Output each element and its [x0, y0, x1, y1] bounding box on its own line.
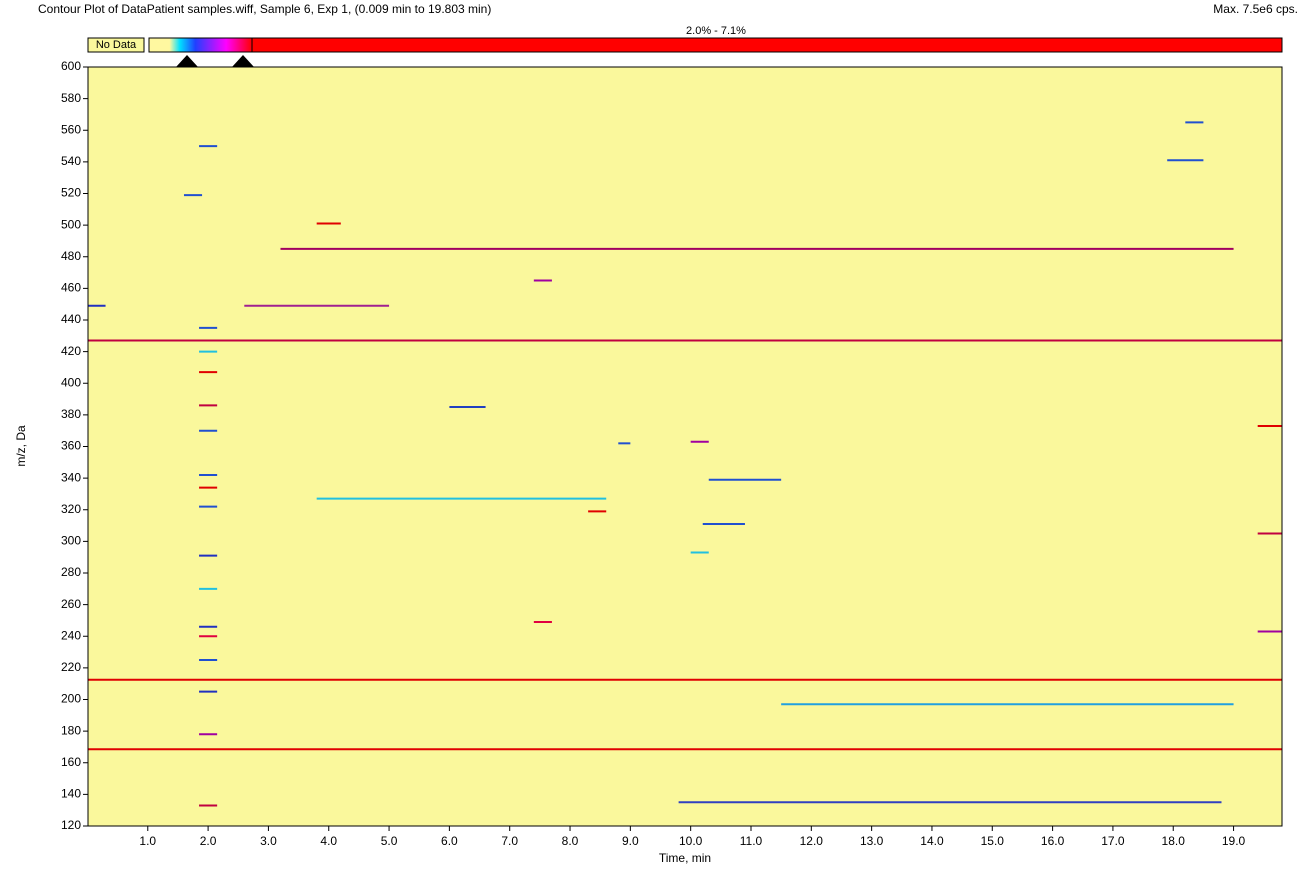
- y-axis-label: m/z, Da: [14, 425, 28, 467]
- no-data-label: No Data: [96, 39, 137, 51]
- x-tick-label: 16.0: [1041, 834, 1065, 848]
- y-tick-label: 400: [61, 375, 81, 389]
- x-axis-label: Time, min: [659, 851, 711, 865]
- x-tick-label: 17.0: [1101, 834, 1125, 848]
- y-tick-label: 420: [61, 344, 81, 358]
- colorbar-high: [251, 37, 1283, 53]
- colorbar-low: [148, 37, 253, 53]
- y-tick-label: 140: [61, 787, 81, 801]
- y-tick-label: 180: [61, 723, 81, 737]
- max-label: Max. 7.5e6 cps.: [1213, 2, 1298, 16]
- x-tick-label: 12.0: [800, 834, 824, 848]
- x-tick-label: 10.0: [679, 834, 703, 848]
- y-tick-label: 340: [61, 470, 81, 484]
- y-tick-label: 560: [61, 122, 81, 136]
- y-tick-label: 280: [61, 565, 81, 579]
- x-tick-label: 13.0: [860, 834, 884, 848]
- x-tick-label: 8.0: [562, 834, 579, 848]
- y-tick-label: 540: [61, 154, 81, 168]
- x-tick-label: 11.0: [740, 834, 763, 848]
- x-tick-label: 6.0: [441, 834, 458, 848]
- y-tick-label: 480: [61, 249, 81, 263]
- x-tick-label: 3.0: [260, 834, 277, 848]
- x-tick-label: 15.0: [981, 834, 1005, 848]
- y-tick-label: 520: [61, 186, 81, 200]
- y-tick-label: 320: [61, 502, 81, 516]
- y-tick-label: 440: [61, 312, 81, 326]
- y-tick-label: 240: [61, 628, 81, 642]
- y-tick-label: 160: [61, 755, 81, 769]
- range-label: 2.0% - 7.1%: [686, 25, 746, 37]
- y-tick-label: 200: [61, 692, 81, 706]
- x-tick-label: 5.0: [381, 834, 398, 848]
- x-tick-label: 2.0: [200, 834, 217, 848]
- x-tick-label: 1.0: [139, 834, 156, 848]
- x-tick-label: 4.0: [320, 834, 337, 848]
- x-tick-label: 14.0: [920, 834, 944, 848]
- y-tick-label: 580: [61, 91, 81, 105]
- x-tick-label: 19.0: [1222, 834, 1246, 848]
- plot-background: [88, 67, 1282, 826]
- x-tick-label: 7.0: [501, 834, 518, 848]
- y-tick-label: 500: [61, 217, 81, 231]
- chart-title: Contour Plot of DataPatient samples.wiff…: [38, 2, 491, 16]
- threshold-marker: [232, 55, 254, 67]
- y-tick-label: 360: [61, 439, 81, 453]
- no-data-box: [87, 37, 145, 53]
- x-tick-label: 9.0: [622, 834, 639, 848]
- y-tick-label: 120: [61, 818, 81, 832]
- y-tick-label: 260: [61, 597, 81, 611]
- y-tick-label: 220: [61, 660, 81, 674]
- x-tick-label: 18.0: [1162, 834, 1186, 848]
- y-tick-label: 460: [61, 281, 81, 295]
- y-tick-label: 600: [61, 59, 81, 73]
- threshold-marker: [176, 55, 198, 67]
- y-tick-label: 300: [61, 534, 81, 548]
- y-tick-label: 380: [61, 407, 81, 421]
